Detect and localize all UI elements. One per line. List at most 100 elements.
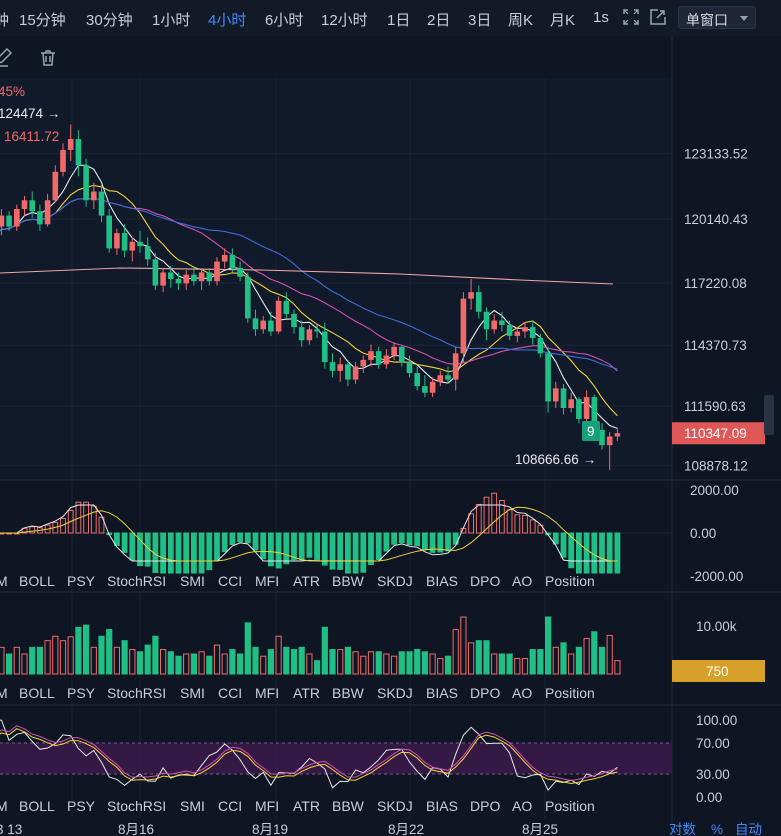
scale-option-0[interactable]: 对数 — [669, 822, 697, 836]
indicator-tab-cci[interactable]: CCI — [218, 685, 242, 701]
indicator-tab-m[interactable]: M — [0, 573, 8, 589]
candle-body — [583, 397, 590, 419]
popout-icon[interactable] — [649, 8, 667, 26]
indicator-tab-boll[interactable]: BOLL — [19, 573, 55, 589]
volume-bar — [545, 616, 552, 675]
macd-bar — [291, 532, 297, 561]
candle-body — [483, 311, 490, 330]
indicator-tab-smi[interactable]: SMI — [180, 798, 205, 814]
price-tick-label: 120140.43 — [684, 212, 748, 227]
candle-body — [114, 233, 120, 249]
candle-body — [121, 233, 128, 251]
candle-body — [60, 149, 66, 172]
indicator-tab-dpo[interactable]: DPO — [470, 573, 500, 589]
indicator-tab-skdj[interactable]: SKDJ — [377, 685, 413, 701]
candle-body — [399, 346, 405, 363]
window-mode-select[interactable]: 单窗口 — [678, 6, 756, 29]
volume-bar — [36, 646, 43, 675]
indicator-tab-mfi[interactable]: MFI — [255, 685, 279, 701]
macd-bar — [244, 532, 251, 544]
indicator-tab-stochrsi[interactable]: StochRSI — [107, 573, 166, 589]
indicator-tab-psy[interactable]: PSY — [67, 798, 96, 814]
indicator-tab-stochrsi[interactable]: StochRSI — [107, 798, 166, 814]
indicator-tab-boll[interactable]: BOLL — [19, 798, 55, 814]
indicator-tab-ao[interactable]: AO — [512, 573, 532, 589]
indicator-tab-cci[interactable]: CCI — [218, 573, 242, 589]
indicator-tab-skdj[interactable]: SKDJ — [377, 798, 413, 814]
indicator-tab-position[interactable]: Position — [545, 573, 595, 589]
candle-body — [268, 320, 274, 332]
volume-bar — [298, 646, 305, 675]
indicator-tab-bbw[interactable]: BBW — [332, 685, 365, 701]
indicator-tab-atr[interactable]: ATR — [293, 573, 320, 589]
edit-icon[interactable] — [0, 48, 16, 68]
indicator-tab-dpo[interactable]: DPO — [470, 798, 500, 814]
indicator-tab-bias[interactable]: BIAS — [426, 685, 458, 701]
macd-bar — [614, 532, 621, 574]
candle-body — [137, 241, 143, 247]
indicator-tab-position[interactable]: Position — [545, 685, 595, 701]
indicator-tab-bbw[interactable]: BBW — [332, 798, 365, 814]
candle-body — [476, 292, 482, 312]
macd-bar — [306, 532, 313, 558]
indicator-tab-psy[interactable]: PSY — [67, 573, 96, 589]
timeframe-4[interactable]: 4小时 — [208, 12, 247, 29]
timeframe-12[interactable]: 1s — [593, 9, 609, 26]
candle-body — [214, 261, 220, 282]
volume-panel — [0, 616, 621, 675]
macd-bar — [406, 532, 413, 546]
candle-body — [406, 362, 413, 374]
volume-bar — [183, 653, 190, 675]
indicator-tab-cci[interactable]: CCI — [218, 798, 242, 814]
timeframe-7[interactable]: 1日 — [387, 12, 411, 29]
indicator-tab-bbw[interactable]: BBW — [332, 573, 365, 589]
indicator-tab-dpo[interactable]: DPO — [470, 685, 500, 701]
candle-body — [168, 272, 174, 279]
indicator-tab-skdj[interactable]: SKDJ — [377, 573, 413, 589]
timeframe-5[interactable]: 6小时 — [265, 12, 304, 29]
indicator-tab-stochrsi[interactable]: StochRSI — [107, 685, 166, 701]
candle-body — [460, 298, 467, 354]
macd-bar — [237, 532, 243, 543]
indicator-tab-ao[interactable]: AO — [512, 685, 532, 701]
date-label: 8月16 — [118, 822, 154, 836]
indicator-tab-smi[interactable]: SMI — [180, 685, 205, 701]
indicator-tab-m[interactable]: M — [0, 685, 8, 701]
indicator-tab-atr[interactable]: ATR — [293, 798, 320, 814]
indicator-tab-mfi[interactable]: MFI — [255, 573, 279, 589]
timeframe-3[interactable]: 1小时 — [152, 12, 191, 29]
candle-body — [506, 324, 513, 336]
indicator-tab-smi[interactable]: SMI — [180, 573, 205, 589]
fullscreen-icon[interactable] — [622, 8, 640, 26]
scale-option-2[interactable]: 自动 — [735, 822, 762, 836]
indicator-tab-m[interactable]: M — [0, 798, 8, 814]
indicator-tab-bias[interactable]: BIAS — [426, 573, 458, 589]
indicator-tab-mfi[interactable]: MFI — [255, 798, 279, 814]
timeframe-8[interactable]: 2日 — [427, 12, 451, 29]
scroll-handle[interactable] — [764, 395, 774, 435]
macd-panel — [0, 492, 672, 574]
indicator-tab-psy[interactable]: PSY — [67, 685, 96, 701]
volume-bar — [136, 651, 144, 675]
macd-bar — [368, 532, 374, 565]
macd-tick-label: -2000.00 — [690, 569, 743, 584]
timeframe-2[interactable]: 30分钟 — [86, 12, 133, 29]
indicator-tab-atr[interactable]: ATR — [293, 685, 320, 701]
candle-body — [245, 276, 251, 319]
candle-body — [91, 191, 97, 201]
indicator-tab-bias[interactable]: BIAS — [426, 798, 458, 814]
volume-bar — [190, 653, 198, 675]
timeframe-11[interactable]: 月K — [550, 12, 576, 29]
indicator-tab-ao[interactable]: AO — [512, 798, 532, 814]
timeframe-1[interactable]: 15分钟 — [19, 12, 66, 29]
macd-bar — [183, 532, 190, 574]
timeframe-9[interactable]: 3日 — [468, 12, 492, 29]
indicator-tab-boll[interactable]: BOLL — [19, 685, 55, 701]
timeframe-10[interactable]: 周K — [508, 12, 534, 29]
trash-icon[interactable] — [38, 48, 58, 68]
scale-option-1[interactable]: % — [711, 822, 723, 836]
timeframe-6[interactable]: 12小时 — [321, 12, 368, 29]
indicator-tab-position[interactable]: Position — [545, 798, 595, 814]
timeframe-0[interactable]: 钟 — [0, 12, 10, 29]
